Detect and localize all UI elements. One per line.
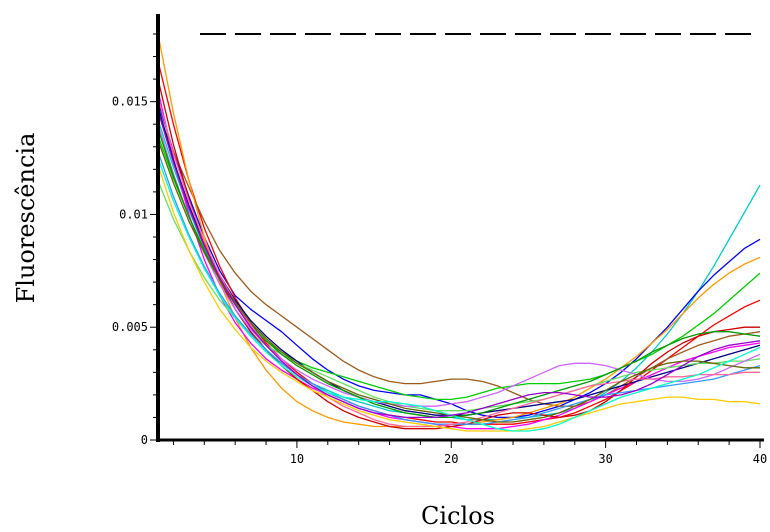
series-line-4 — [157, 112, 761, 407]
series-layer — [157, 33, 761, 432]
y-tick-label: 0 — [141, 433, 148, 447]
series-line-1 — [157, 119, 761, 421]
series-line-13 — [157, 128, 761, 419]
series-line-9 — [157, 180, 761, 412]
x-ticks: 10 20 30 40 — [172, 440, 767, 466]
series-line-8 — [157, 106, 761, 416]
series-line-12 — [157, 124, 761, 407]
series-line-14 — [157, 97, 760, 428]
x-tick-label: 10 — [290, 452, 304, 466]
series-line-10 — [157, 78, 760, 430]
series-line-2 — [157, 101, 761, 419]
x-tick-label: 30 — [598, 452, 612, 466]
series-line-18 — [157, 110, 761, 419]
y-tick-label: 0.015 — [112, 95, 148, 109]
y-tick-label: 0.005 — [112, 320, 148, 334]
series-line-6 — [157, 135, 761, 401]
y-ticks: 0 0.005 0.01 0.015 — [112, 33, 158, 447]
series-line-7 — [157, 90, 761, 430]
series-line-17 — [157, 157, 761, 432]
x-tick-label: 20 — [444, 452, 458, 466]
series-line-16 — [157, 164, 761, 432]
series-line-15 — [157, 139, 760, 423]
series-line-3 — [157, 60, 761, 425]
y-tick-label: 0.01 — [119, 207, 148, 221]
x-axis-title: Ciclos — [421, 502, 495, 530]
y-axis-title: Fluorescência — [12, 133, 40, 304]
series-line-11 — [157, 151, 761, 425]
x-tick-label: 40 — [753, 452, 767, 466]
